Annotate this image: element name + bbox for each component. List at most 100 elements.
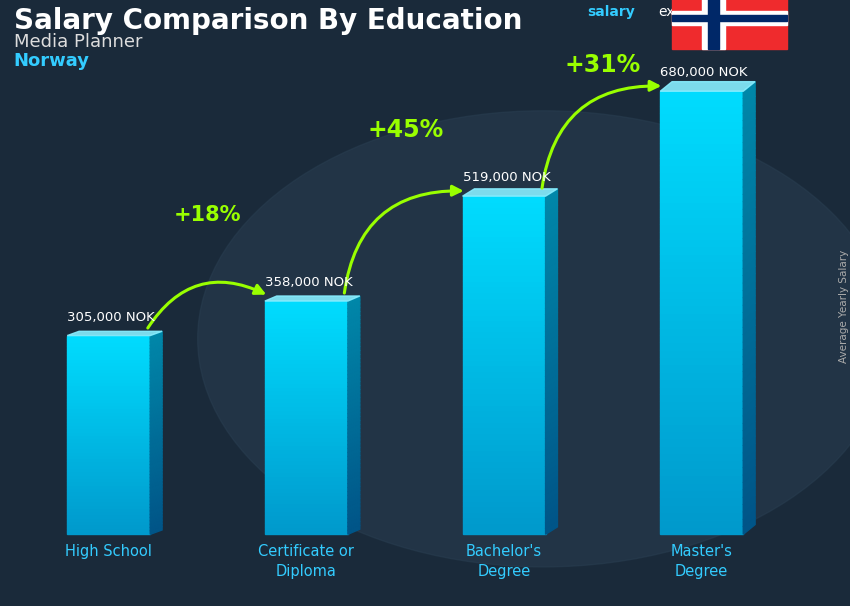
Polygon shape [348, 518, 360, 527]
Bar [462, 461, 546, 467]
Text: 519,000 NOK: 519,000 NOK [462, 171, 550, 184]
Text: +31%: +31% [564, 53, 641, 77]
Text: +18%: +18% [173, 205, 241, 225]
Polygon shape [743, 517, 755, 534]
Bar [462, 342, 546, 348]
Ellipse shape [198, 111, 850, 567]
Bar [462, 236, 546, 241]
Bar [660, 180, 743, 187]
Polygon shape [546, 369, 558, 382]
Polygon shape [348, 327, 360, 336]
Polygon shape [150, 348, 162, 356]
Polygon shape [348, 416, 360, 425]
Polygon shape [150, 434, 162, 442]
Polygon shape [743, 436, 755, 453]
Bar [660, 195, 743, 202]
Polygon shape [743, 502, 755, 519]
Polygon shape [150, 418, 162, 425]
Polygon shape [743, 399, 755, 416]
Polygon shape [348, 370, 360, 379]
Text: .com: .com [745, 5, 779, 19]
Polygon shape [546, 414, 558, 427]
Polygon shape [150, 487, 162, 494]
Polygon shape [743, 81, 755, 99]
Bar [265, 433, 348, 437]
Bar [265, 359, 348, 363]
Bar [672, 11, 787, 25]
Polygon shape [743, 111, 755, 128]
Bar [67, 485, 150, 488]
Bar [265, 437, 348, 441]
Bar [67, 435, 150, 438]
Bar [265, 515, 348, 519]
Polygon shape [150, 457, 162, 465]
Polygon shape [743, 251, 755, 268]
Bar [462, 456, 546, 461]
Bar [660, 468, 743, 475]
Polygon shape [150, 527, 162, 534]
Bar [265, 387, 348, 390]
Polygon shape [660, 82, 755, 92]
Bar [67, 336, 150, 339]
Bar [265, 395, 348, 398]
Bar [67, 524, 150, 528]
Bar [462, 202, 546, 207]
Polygon shape [348, 350, 360, 359]
Polygon shape [348, 459, 360, 468]
Bar [67, 415, 150, 418]
Polygon shape [150, 427, 162, 435]
Polygon shape [546, 200, 558, 213]
Bar [462, 506, 546, 512]
Bar [660, 519, 743, 527]
Polygon shape [546, 358, 558, 371]
Bar [67, 418, 150, 422]
Text: Average Yearly Salary: Average Yearly Salary [839, 250, 849, 363]
Bar [462, 495, 546, 501]
Bar [660, 224, 743, 231]
Polygon shape [743, 185, 755, 202]
Polygon shape [150, 384, 162, 392]
Polygon shape [546, 217, 558, 230]
Bar [265, 363, 348, 367]
Polygon shape [150, 387, 162, 395]
Text: 680,000 NOK: 680,000 NOK [660, 67, 748, 79]
Polygon shape [743, 473, 755, 490]
Polygon shape [150, 401, 162, 408]
Bar [462, 439, 546, 444]
Bar [660, 261, 743, 268]
Polygon shape [348, 378, 360, 387]
Bar [660, 92, 743, 99]
Bar [67, 359, 150, 362]
Bar [265, 321, 348, 324]
Polygon shape [546, 470, 558, 484]
Bar [67, 368, 150, 372]
Bar [67, 468, 150, 471]
Polygon shape [546, 341, 558, 354]
Text: Media Planner: Media Planner [14, 33, 142, 50]
Bar [462, 523, 546, 528]
Bar [660, 268, 743, 276]
Bar [265, 313, 348, 316]
Polygon shape [150, 358, 162, 365]
Bar [67, 402, 150, 405]
Polygon shape [348, 498, 360, 507]
Bar [462, 354, 546, 359]
Polygon shape [743, 281, 755, 298]
Polygon shape [546, 195, 558, 207]
Bar [462, 528, 546, 534]
Polygon shape [150, 335, 162, 342]
Bar [67, 518, 150, 521]
Bar [462, 422, 546, 427]
Bar [672, 0, 787, 49]
Bar [660, 527, 743, 534]
Polygon shape [546, 403, 558, 416]
Polygon shape [348, 514, 360, 522]
Bar [660, 445, 743, 453]
Bar [672, 15, 787, 21]
Bar [462, 309, 546, 315]
Polygon shape [348, 393, 360, 402]
Polygon shape [546, 222, 558, 236]
Bar [265, 527, 348, 530]
Polygon shape [546, 521, 558, 534]
Bar [660, 283, 743, 291]
